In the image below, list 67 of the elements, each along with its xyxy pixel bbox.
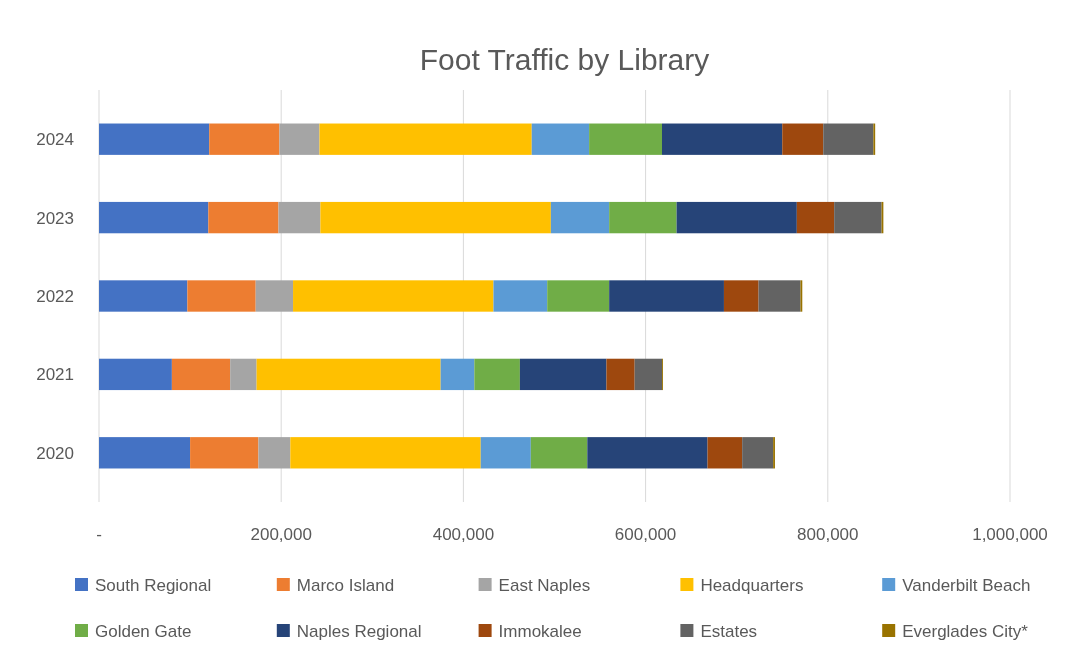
bar — [587, 437, 708, 469]
bar — [99, 123, 210, 155]
chart-title: Foot Traffic by Library — [419, 43, 710, 76]
bar — [589, 123, 662, 155]
bar — [171, 358, 231, 391]
legend-label: Headquarters — [700, 576, 804, 595]
x-tick-label: 800,000 — [797, 525, 859, 544]
bar — [531, 123, 590, 155]
bar — [255, 280, 294, 312]
bar — [834, 201, 882, 234]
bar — [230, 358, 257, 391]
legend-label: Marco Island — [296, 576, 395, 595]
x-tick-label: 400,000 — [432, 525, 495, 544]
bar — [99, 201, 209, 234]
legend-label: Golden Gate — [95, 622, 192, 641]
x-tick-label: 200,000 — [250, 525, 312, 544]
bar — [190, 437, 259, 469]
bar — [256, 358, 441, 391]
y-tick-label: 2022 — [36, 287, 74, 306]
bar — [519, 358, 607, 391]
bar — [609, 280, 724, 312]
legend-label: East Naples — [498, 576, 591, 595]
bar — [474, 358, 520, 391]
bar — [742, 437, 774, 469]
y-tick-label: 2024 — [36, 130, 74, 150]
bar — [440, 358, 475, 391]
bar — [547, 280, 610, 312]
bar — [208, 201, 279, 234]
bar — [187, 280, 256, 312]
bar — [258, 437, 291, 469]
bar — [290, 437, 481, 469]
bar — [676, 201, 797, 234]
bar — [209, 123, 280, 155]
x-tick-label: 1,000,000 — [972, 525, 1048, 544]
bar — [480, 437, 531, 469]
bar — [823, 123, 874, 155]
legend-label: Immokalee — [498, 622, 582, 641]
bar — [782, 123, 824, 155]
bar — [319, 123, 532, 155]
bar — [493, 280, 548, 312]
bar — [279, 123, 320, 155]
bar — [99, 280, 188, 312]
bar — [796, 201, 835, 234]
legend-label: South Regional — [95, 576, 212, 595]
y-tick-label: 2023 — [36, 208, 74, 228]
y-tick-label: 2021 — [36, 365, 74, 385]
x-tick-label: - — [96, 525, 102, 544]
bar — [293, 280, 494, 312]
legend-label: Everglades City* — [902, 622, 1029, 641]
bar — [606, 358, 635, 391]
bar — [723, 280, 759, 312]
bar — [609, 201, 677, 234]
legend-label: Vanderbilt Beach — [902, 576, 1031, 595]
bar — [707, 437, 743, 469]
bar — [99, 358, 172, 391]
bar — [550, 201, 610, 234]
bar — [662, 123, 783, 155]
legend-label: Naples Regional — [296, 622, 422, 641]
bar — [278, 201, 321, 234]
bar — [99, 437, 191, 469]
y-tick-label: 2020 — [36, 443, 74, 463]
bar — [320, 201, 551, 234]
legend-label: Estates — [700, 622, 758, 641]
bar — [634, 358, 662, 391]
bar — [758, 280, 801, 312]
x-tick-label: 600,000 — [614, 525, 677, 544]
bar — [530, 437, 588, 469]
